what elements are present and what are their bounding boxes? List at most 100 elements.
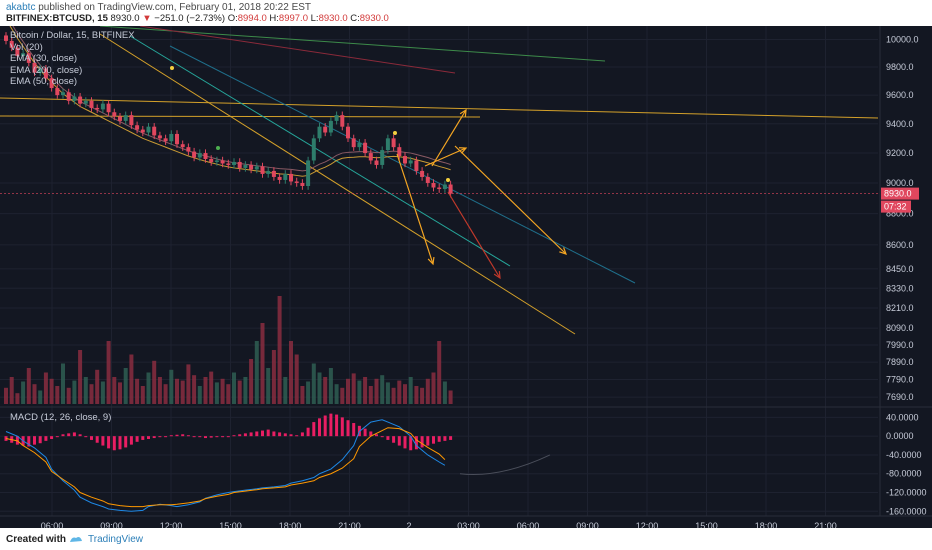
countdown-tag-box (881, 200, 911, 213)
last-price: 8930.0 (110, 13, 140, 24)
legend-title: Bitcoin / Dollar, 15, BITFINEX (10, 30, 135, 41)
macd-histogram-bar (420, 436, 424, 448)
volume-bar (186, 364, 191, 404)
open-label: O: (227, 13, 238, 24)
price-tick-label: 7690.0 (886, 392, 914, 402)
candle-body (129, 115, 134, 126)
volume-bar (61, 363, 65, 404)
time-tick-label: 18:00 (755, 521, 778, 528)
volume-bar (112, 377, 117, 404)
candle-body (437, 187, 442, 190)
volume-bar (180, 380, 185, 404)
candle-body (271, 170, 276, 177)
candle-body (32, 62, 37, 73)
ema-descending-line (139, 26, 456, 74)
candle-body (197, 153, 202, 158)
macd-histogram-bar (152, 436, 156, 439)
candle-body (89, 100, 94, 108)
macd-legend[interactable]: MACD (12, 26, close, 9) (10, 412, 112, 423)
low-label: L: (310, 13, 319, 24)
open-value: 8994.0 (237, 13, 267, 24)
macd-histogram-bar (300, 432, 304, 437)
candle-body (294, 181, 299, 183)
volume-bar (311, 363, 316, 404)
volume-bar (21, 381, 26, 404)
channel-line-1 (129, 35, 511, 267)
projection-arrow-bearish-head (493, 270, 501, 280)
macd-histogram-bar (369, 431, 373, 437)
volume-bar (277, 296, 282, 404)
macd-histogram-bar (209, 436, 213, 438)
candle-body (357, 142, 362, 148)
author-link[interactable]: akabtc (6, 2, 36, 13)
candle-body (61, 92, 65, 96)
volume-bar (129, 354, 134, 404)
macd-histogram-bar (266, 429, 270, 437)
volume-bar (260, 323, 265, 404)
candle-body (78, 96, 83, 104)
candle-body (21, 53, 26, 56)
projection-arrow-target-head (559, 247, 567, 255)
volume-bar (55, 386, 60, 404)
candle-body (317, 126, 322, 139)
volume-bar (123, 368, 128, 404)
volume-bar (425, 378, 430, 404)
volume-bar (4, 387, 8, 404)
volume-bar (197, 386, 202, 404)
macd-histogram-bar (255, 431, 259, 437)
price-tag-label: 8930.0 (884, 189, 912, 199)
candle-body (95, 107, 100, 110)
macd-histogram-bar (186, 435, 190, 437)
macd-histogram-bar (449, 436, 453, 440)
candle-body (55, 88, 60, 96)
legend-ema200[interactable]: EMA (200, close) (10, 64, 83, 76)
candle-body (146, 126, 151, 133)
candle-body (106, 103, 111, 113)
chart-area[interactable]: 10000.0 9800.0 9600.0 9400.0 9200.0 9000.0 880… (0, 26, 932, 528)
volume-bar (203, 377, 208, 404)
volume-bar (32, 384, 37, 404)
macd-histogram-bar (346, 420, 350, 437)
macd-histogram-bar (38, 436, 42, 444)
price-tick-label: 7890.0 (886, 357, 914, 367)
macd-histogram-bar (432, 436, 435, 444)
macd-histogram-bar (198, 436, 202, 438)
symbol-line: BITFINEX:BTCUSD, 15 8930.0 ▼ −251.0 (−2.… (6, 13, 389, 24)
candle-body (203, 153, 208, 159)
macd-histogram-bar (392, 436, 396, 443)
candle-body (100, 103, 105, 110)
price-tick-label: 9200.0 (886, 148, 914, 158)
low-value: 8930.0 (318, 13, 348, 24)
legend-ema30[interactable]: EMA (30, close) (10, 53, 78, 64)
macd-histogram-bar (204, 436, 207, 439)
volume-bar (49, 378, 54, 404)
volume-bar (391, 387, 396, 404)
legend-ema50[interactable]: EMA (50, close) (10, 76, 78, 87)
signal-dot (170, 66, 174, 70)
volume-bar (385, 382, 390, 404)
tradingview-brand[interactable]: TradingView (88, 534, 144, 545)
chart-canvas[interactable]: 10000.0 9800.0 9600.0 9400.0 9200.0 9000.0 880… (0, 26, 932, 528)
candle-body (403, 156, 407, 164)
macd-histogram-bar (107, 436, 111, 449)
price-tick-label: 9800.0 (886, 62, 914, 72)
candle-body (72, 96, 77, 101)
legend-volume[interactable]: Vol (20) (10, 41, 43, 53)
volume-bar (340, 387, 345, 404)
time-tick-label: 12:00 (160, 521, 183, 528)
volume-bar (78, 350, 83, 404)
candle-body (266, 170, 271, 174)
candle-body (66, 92, 71, 101)
projection-arrow-right (424, 147, 467, 167)
price-change: −251.0 (−2.73%) (154, 13, 226, 24)
price-tick-label: 10000.0 (886, 35, 919, 45)
time-tick-label: 15:00 (219, 521, 242, 528)
volume-bar (249, 359, 254, 404)
candle-body (232, 161, 236, 165)
publication-header: akabtc published on TradingView.com, Feb… (0, 0, 932, 26)
macd-histogram-bar (380, 436, 384, 438)
macd-histogram-bar (84, 436, 88, 438)
macd-tick-label: -120.0000 (886, 488, 927, 498)
price-tick-label: 9000.0 (886, 178, 914, 188)
created-with-text: Created with (6, 534, 67, 545)
